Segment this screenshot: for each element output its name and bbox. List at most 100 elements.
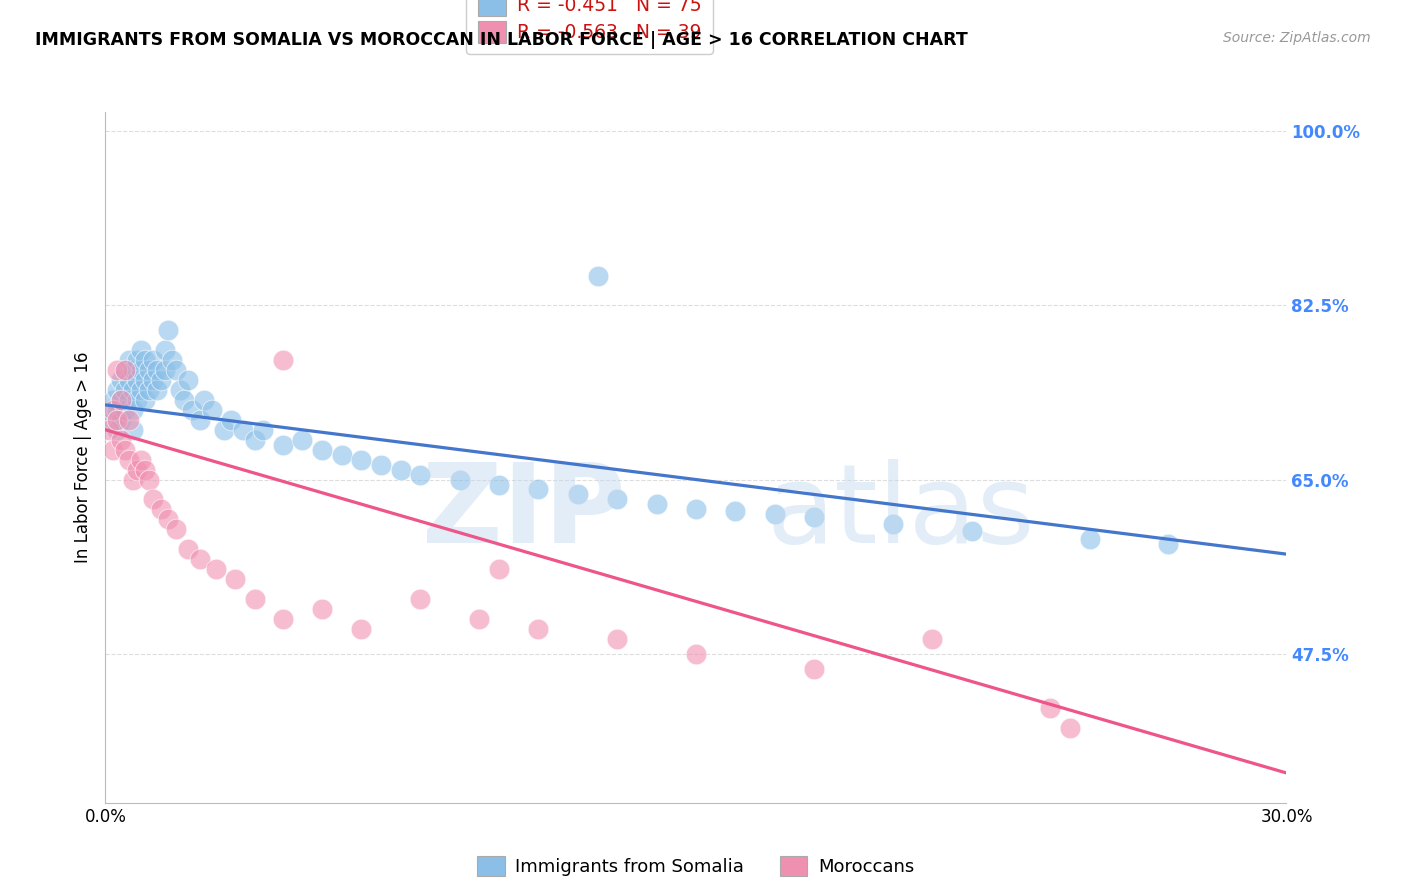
Point xyxy=(685,502,707,516)
Point xyxy=(118,373,141,387)
Point xyxy=(110,373,132,387)
Point xyxy=(606,492,628,507)
Point xyxy=(157,512,180,526)
Point xyxy=(350,452,373,467)
Point xyxy=(1039,701,1062,715)
Point xyxy=(98,423,121,437)
Point xyxy=(98,403,121,417)
Point xyxy=(105,423,128,437)
Point xyxy=(586,268,609,283)
Point xyxy=(271,353,294,368)
Point xyxy=(110,433,132,447)
Point xyxy=(409,591,432,606)
Point xyxy=(129,383,152,397)
Text: ZIP: ZIP xyxy=(422,459,626,566)
Point xyxy=(488,477,510,491)
Point xyxy=(271,612,294,626)
Point xyxy=(134,392,156,407)
Text: IMMIGRANTS FROM SOMALIA VS MOROCCAN IN LABOR FORCE | AGE > 16 CORRELATION CHART: IMMIGRANTS FROM SOMALIA VS MOROCCAN IN L… xyxy=(35,31,967,49)
Point xyxy=(645,497,668,511)
Point xyxy=(882,517,904,532)
Point xyxy=(330,448,353,462)
Point xyxy=(103,442,125,457)
Point xyxy=(165,522,187,536)
Point xyxy=(177,542,200,557)
Point xyxy=(350,622,373,636)
Point xyxy=(118,413,141,427)
Point xyxy=(157,323,180,337)
Point xyxy=(177,373,200,387)
Point xyxy=(129,363,152,377)
Point xyxy=(567,487,589,501)
Point xyxy=(188,413,211,427)
Point xyxy=(311,602,333,616)
Point xyxy=(162,353,184,368)
Point xyxy=(188,552,211,566)
Point xyxy=(134,373,156,387)
Point xyxy=(389,462,412,476)
Point xyxy=(105,363,128,377)
Text: atlas: atlas xyxy=(766,459,1035,566)
Point xyxy=(122,423,145,437)
Point xyxy=(291,433,314,447)
Point xyxy=(201,403,224,417)
Point xyxy=(252,423,274,437)
Point xyxy=(488,562,510,576)
Point xyxy=(243,433,266,447)
Point xyxy=(125,462,148,476)
Point xyxy=(468,612,491,626)
Point xyxy=(118,452,141,467)
Point xyxy=(125,373,148,387)
Point xyxy=(409,467,432,482)
Point xyxy=(212,423,235,437)
Point xyxy=(803,661,825,675)
Text: Source: ZipAtlas.com: Source: ZipAtlas.com xyxy=(1223,31,1371,45)
Point xyxy=(114,383,136,397)
Point xyxy=(204,562,226,576)
Point xyxy=(921,632,943,646)
Point xyxy=(145,363,167,377)
Point xyxy=(311,442,333,457)
Point xyxy=(129,343,152,358)
Point xyxy=(103,403,125,417)
Point xyxy=(114,403,136,417)
Point xyxy=(125,392,148,407)
Point xyxy=(763,508,786,522)
Point xyxy=(125,353,148,368)
Point xyxy=(960,524,983,539)
Point xyxy=(724,504,747,518)
Point xyxy=(134,462,156,476)
Point xyxy=(138,383,160,397)
Point xyxy=(134,353,156,368)
Point xyxy=(118,392,141,407)
Point xyxy=(145,383,167,397)
Point xyxy=(114,442,136,457)
Point xyxy=(114,363,136,377)
Point xyxy=(153,343,176,358)
Point xyxy=(105,403,128,417)
Point xyxy=(110,413,132,427)
Point xyxy=(370,458,392,472)
Point xyxy=(142,373,165,387)
Point xyxy=(224,572,246,586)
Point xyxy=(142,353,165,368)
Point xyxy=(129,452,152,467)
Point xyxy=(122,363,145,377)
Point xyxy=(271,438,294,452)
Point xyxy=(122,473,145,487)
Point xyxy=(181,403,204,417)
Point xyxy=(153,363,176,377)
Point xyxy=(103,392,125,407)
Point xyxy=(105,413,128,427)
Point xyxy=(803,510,825,524)
Point xyxy=(110,392,132,407)
Point xyxy=(221,413,243,427)
Point xyxy=(142,492,165,507)
Point xyxy=(122,403,145,417)
Point xyxy=(118,353,141,368)
Point xyxy=(103,413,125,427)
Point xyxy=(149,373,172,387)
Point xyxy=(193,392,215,407)
Point xyxy=(449,473,471,487)
Point xyxy=(122,383,145,397)
